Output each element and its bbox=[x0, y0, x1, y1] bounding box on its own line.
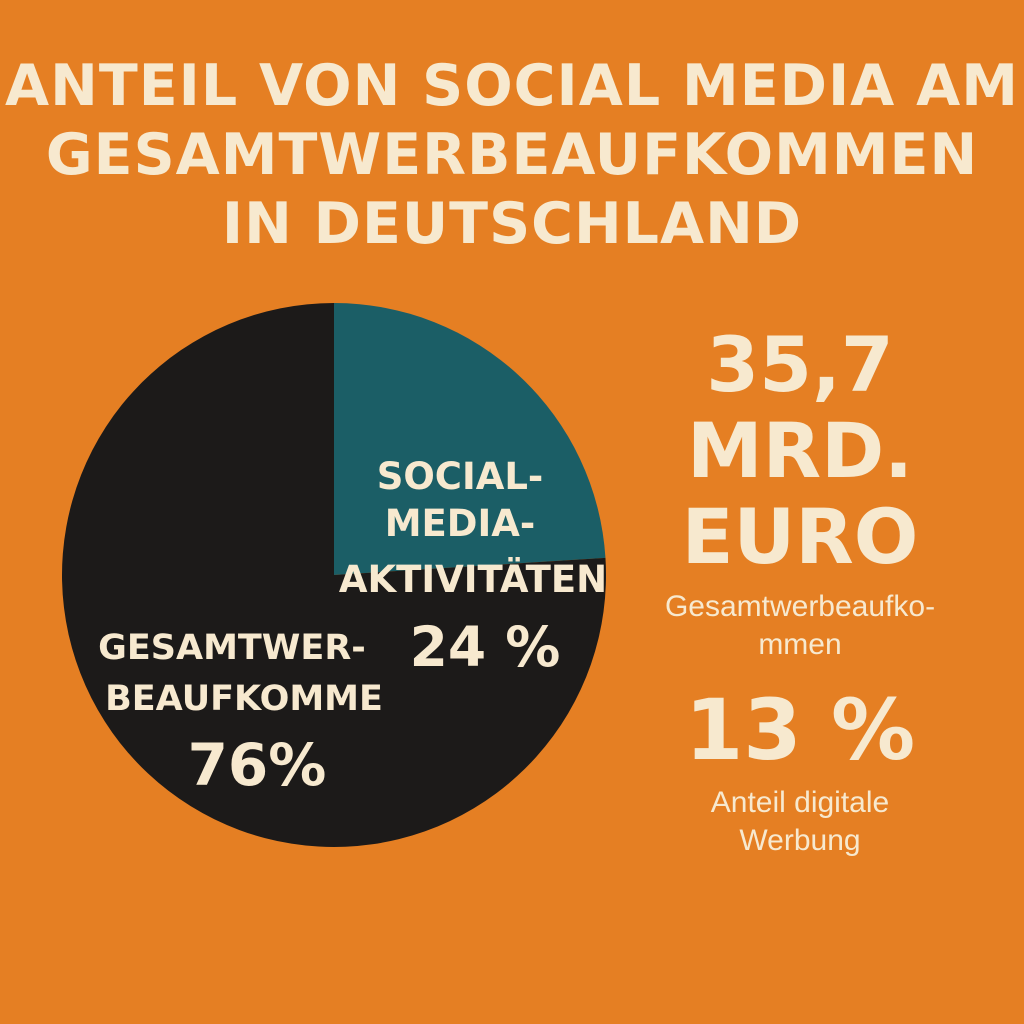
slice-label-total-line1: GESAMTWER- bbox=[98, 628, 366, 668]
stat-value-line: 35,7 MRD. bbox=[686, 320, 914, 495]
page-title: ANTEIL VON SOCIAL MEDIA AM GESAMTWERBEAU… bbox=[0, 52, 1024, 259]
stat-value: 13 % bbox=[600, 682, 1000, 778]
slice-label-social-line2: MEDIA- bbox=[385, 502, 536, 545]
stat-value-line: EURO bbox=[681, 492, 919, 581]
title-line: ANTEIL VON SOCIAL MEDIA AM bbox=[5, 53, 1019, 119]
pie-slice-social-media bbox=[334, 303, 606, 575]
slice-label-total-line2: BEAUFKOMME bbox=[105, 679, 383, 719]
stat-digital-share: 13 % Anteil digitale Werbung bbox=[600, 682, 1000, 860]
slice-value-social: 24 % bbox=[410, 615, 561, 679]
stat-caption: Gesamtwerbeaufko- mmen bbox=[600, 588, 1000, 664]
stat-value-line: 13 % bbox=[684, 681, 916, 779]
stat-caption-line: Gesamtwerbeaufko- bbox=[664, 590, 936, 623]
stat-caption-line: mmen bbox=[758, 628, 842, 661]
slice-value-total: 76% bbox=[188, 731, 327, 799]
stat-caption-line: Werbung bbox=[739, 824, 861, 857]
stat-caption: Anteil digitale Werbung bbox=[600, 784, 1000, 860]
stat-caption-line: Anteil digitale bbox=[710, 786, 890, 819]
slice-label-social-line1: SOCIAL- bbox=[377, 455, 544, 498]
title-line: GESAMTWERBEAUFKOMMEN bbox=[45, 122, 979, 188]
stat-value: 35,7 MRD. EURO bbox=[600, 322, 1000, 580]
slice-label-social-line3: AKTIVITÄTEN bbox=[339, 557, 607, 601]
stat-total-ad-volume: 35,7 MRD. EURO Gesamtwerbeaufko- mmen bbox=[600, 322, 1000, 664]
title-line: IN DEUTSCHLAND bbox=[221, 191, 803, 257]
pie-slice-gesamtwerbeaufkommen bbox=[61, 303, 607, 847]
